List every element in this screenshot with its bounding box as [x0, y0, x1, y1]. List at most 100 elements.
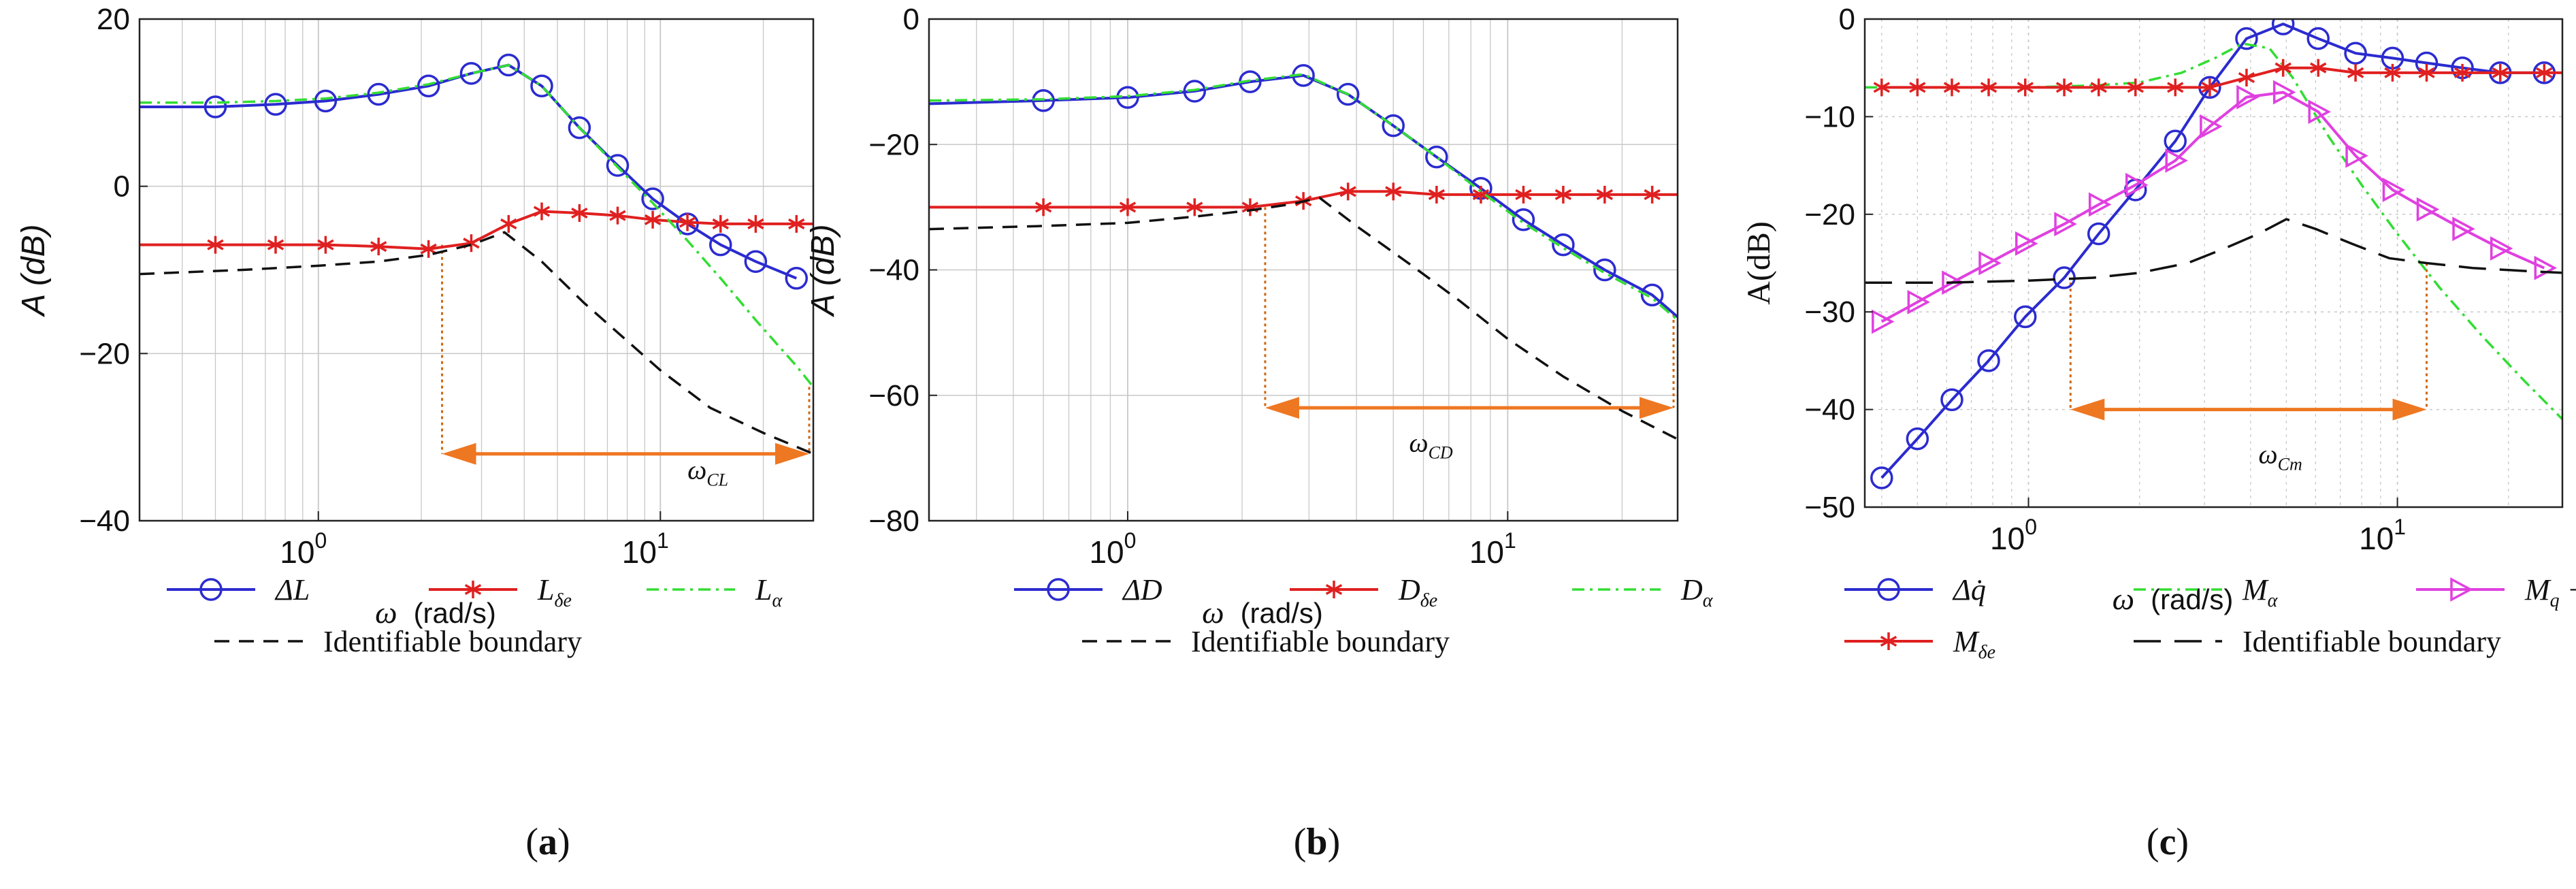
series-layer [140, 53, 813, 455]
data-point [2272, 80, 2296, 105]
data-point [1593, 258, 1616, 282]
legend-item: Identifiable boundary [214, 625, 582, 658]
data-point [1382, 114, 1405, 138]
y-tick-label: 0 [114, 170, 130, 204]
data-point [1472, 185, 1490, 204]
chart-panel-c: ωCm −50 −40 −30 −20 −10 0 100 101 ω (rad/s) A(dB) [1741, 3, 2564, 616]
y-tick-label: −40 [868, 254, 919, 287]
plot-area [1865, 19, 2562, 507]
band-arrow-right-head [775, 442, 809, 465]
data-point [1940, 388, 1963, 412]
legend-marker [2450, 577, 2473, 602]
data-point [679, 213, 696, 231]
legend-item: Dα [1572, 573, 1714, 611]
legend-label: Mα [2242, 573, 2279, 611]
data-point [1554, 185, 1572, 204]
data-point [2238, 69, 2255, 87]
y-tick-label: −20 [79, 337, 130, 370]
plot-frame [1863, 18, 2564, 508]
data-point [1978, 250, 2002, 276]
data-point [459, 62, 483, 85]
legend-marker [199, 578, 223, 601]
y-tick-label: 0 [903, 3, 919, 36]
data-point [2235, 27, 2258, 50]
band-arrow-left-head [442, 442, 476, 465]
data-point [2054, 212, 2077, 237]
data-point [533, 202, 551, 221]
legend-item: Identifiable boundary [2134, 625, 2501, 658]
series-line-3 [1880, 91, 2545, 323]
data-point [1640, 283, 1664, 307]
x-tick-label: 100 [1089, 528, 1136, 570]
series-line-4 [1881, 66, 2562, 89]
legend-item: ΔD [1014, 573, 1162, 607]
data-point [1186, 198, 1203, 216]
y-axis-label: A(dB) [1741, 221, 1777, 305]
legend-label: Identifiable boundary [323, 625, 582, 658]
data-point [367, 82, 391, 106]
y-tick-label: −40 [79, 504, 130, 538]
data-point [644, 210, 662, 229]
legend-label: Mδe [1953, 625, 1995, 663]
data-point [568, 116, 591, 140]
series-layer [1865, 19, 2562, 489]
data-point [1977, 349, 2000, 372]
data-point [2017, 78, 2034, 97]
data-point [317, 236, 334, 254]
data-point [571, 204, 588, 222]
data-point [370, 238, 387, 256]
data-point [530, 74, 553, 98]
series-layer [929, 64, 1678, 440]
frequency-band: ωCm [2069, 263, 2428, 474]
data-point [2015, 231, 2038, 256]
data-point [497, 53, 521, 77]
x-tick-label: 100 [280, 528, 327, 570]
data-point [2201, 78, 2219, 97]
series-line-5 [1865, 218, 2562, 284]
band-arrow-left-head [2070, 398, 2105, 421]
data-point [2014, 305, 2037, 329]
data-point [1339, 182, 1356, 201]
data-point [2165, 148, 2188, 173]
series-line-4 [140, 231, 813, 455]
data-point [1873, 78, 1890, 97]
x-tick-label: 101 [1469, 528, 1516, 570]
legend-label: Identifiable boundary [1191, 625, 1450, 658]
data-point [1980, 78, 1998, 97]
data-point [264, 93, 287, 116]
legend: ΔD Dδe Dα Identifiable boundary [1014, 573, 1714, 658]
data-point [1907, 289, 1931, 314]
legend-marker [1880, 632, 1897, 650]
x-axis-label: ω (rad/s) [1202, 595, 1323, 630]
data-point [2275, 59, 2292, 77]
plot-frame [138, 18, 815, 522]
data-point [2490, 236, 2513, 261]
data-point [2345, 143, 2368, 168]
legend-item: Mδe [1844, 625, 1995, 663]
panel-label: (c) [2147, 821, 2189, 863]
data-point [2125, 172, 2149, 197]
data-point [2347, 63, 2364, 82]
data-point [2344, 42, 2367, 65]
data-point [2271, 19, 2295, 35]
y-tick-label: 20 [97, 3, 130, 36]
series-line-3 [140, 63, 813, 388]
data-point [785, 267, 809, 290]
data-point [747, 214, 764, 233]
data-point [1515, 185, 1532, 204]
data-point [2310, 59, 2327, 77]
x-axis-label: ω (rad/s) [375, 595, 496, 630]
data-point [2306, 27, 2330, 50]
legend-item: Dδe [1290, 573, 1437, 611]
legend-marker [1877, 578, 1900, 601]
y-tick-label: −80 [868, 504, 919, 538]
data-point [1119, 198, 1137, 216]
data-point [1183, 80, 1207, 103]
data-point [1512, 208, 1535, 231]
panel-label: (a) [525, 821, 570, 863]
data-point [1552, 233, 1575, 257]
band-arrow-right-head [2392, 398, 2427, 421]
legend: ΔL Lδe Lα Identifiable boundary [167, 573, 783, 658]
legend-label: ΔD [1122, 573, 1162, 607]
